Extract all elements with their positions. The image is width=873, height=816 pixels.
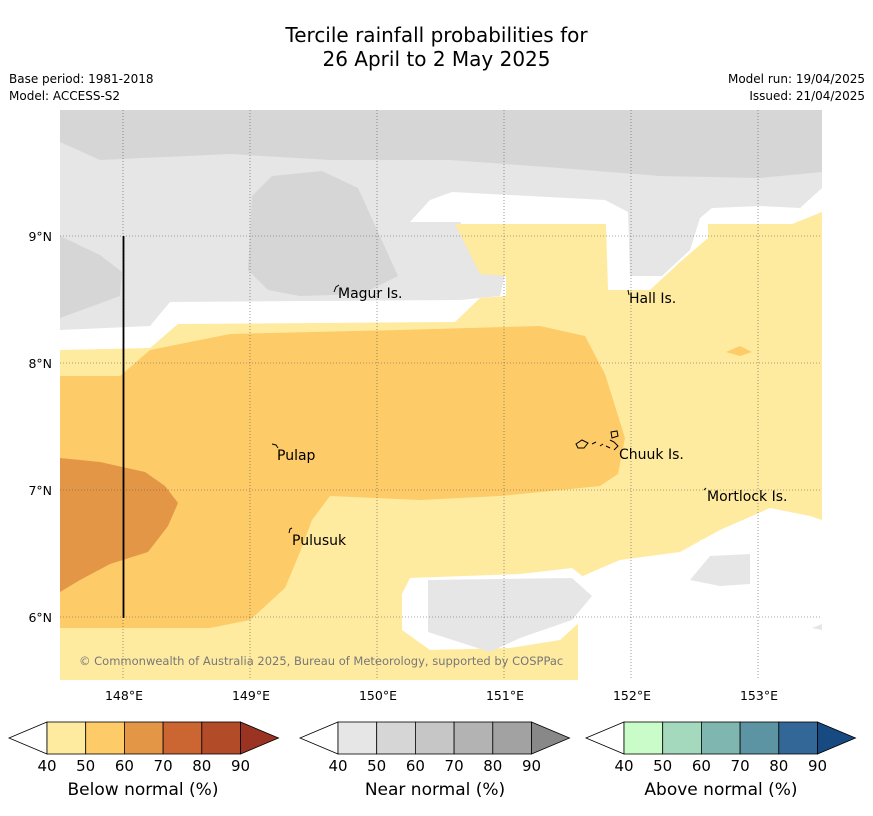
legend-title-near-normal: Near normal (%) <box>364 780 506 800</box>
lat-label: 7°N <box>28 483 52 498</box>
colorbar-near-normal: 40 50 60 70 80 90 <box>298 721 571 775</box>
lat-label: 6°N <box>28 610 52 625</box>
model-run-date: Model run: 19/04/2025 <box>727 72 865 86</box>
place-label-hall: Hall Is. <box>629 291 676 307</box>
map-grid <box>60 110 822 680</box>
hall-island-outline <box>627 289 630 296</box>
colorbar-segment <box>201 721 241 755</box>
colorbar-segment <box>662 721 702 755</box>
colorbar-tick-label: 90 <box>231 757 250 775</box>
colorbar-segment <box>124 721 164 755</box>
colorbar-tick-label: 60 <box>115 757 134 775</box>
colorbar-segment <box>162 721 203 755</box>
legend-colorbars: 40 50 60 70 80 90 40 50 60 70 80 90 40 50 60 70 80 90 <box>7 721 857 775</box>
lon-label: 151°E <box>486 688 524 703</box>
lon-label: 149°E <box>232 688 270 703</box>
pulusuk-island-outline <box>288 527 293 534</box>
magur-island-outline <box>333 284 340 293</box>
colorbar-tick-label: 80 <box>192 757 211 775</box>
colorbar-tick-label: 50 <box>76 757 95 775</box>
chuuk-islands-outline <box>575 430 619 451</box>
colorbar-tick-label: 40 <box>37 757 56 775</box>
colorbar-segment <box>376 721 416 755</box>
model-name: Model: ACCESS-S2 <box>9 89 121 103</box>
lon-label: 150°E <box>359 688 397 703</box>
colorbar-tick-label: 90 <box>808 757 827 775</box>
colorbar-segment <box>778 721 818 755</box>
lat-label: 8°N <box>28 356 52 371</box>
place-label-magur: Magur Is. <box>338 286 403 302</box>
colorbar-segment <box>46 721 87 755</box>
map-area[interactable]: Magur Is. Hall Is. Pulap Chuuk Is. Mortl… <box>60 110 822 680</box>
colorbar-arrow-high <box>531 721 571 755</box>
pulap-island-outline <box>271 443 279 449</box>
colorbar-above-normal: 40 50 60 70 80 90 <box>584 721 857 775</box>
colorbar-tick-label: 70 <box>445 757 464 775</box>
lat-label: 9°N <box>28 229 52 244</box>
island-outlines <box>271 284 707 534</box>
colorbar-tick-label: 60 <box>406 757 425 775</box>
colorbar-arrow-low <box>7 721 48 755</box>
legend-title-below-normal: Below normal (%) <box>67 780 219 800</box>
near-normal-40-50-patch-edge <box>812 624 822 630</box>
near-normal-50-60-region-west <box>60 236 122 318</box>
colorbar-segment <box>739 721 780 755</box>
near-normal-40-50-patch-south <box>428 578 592 652</box>
below-normal-60-70-region <box>60 458 178 592</box>
below-normal-50-60-region <box>60 326 625 628</box>
place-label-pulusuk: Pulusuk <box>292 533 347 549</box>
colorbar-tick-label: 80 <box>483 757 502 775</box>
lon-label: 153°E <box>740 688 778 703</box>
colorbar-below-normal: 40 50 60 70 80 90 <box>7 721 280 775</box>
colorbar-tick-label: 40 <box>614 757 633 775</box>
copyright-notice: © Commonwealth of Australia 2025, Bureau… <box>79 654 563 668</box>
legend-title-above-normal: Above normal (%) <box>644 780 798 800</box>
below-normal-50-60-patch-east <box>726 346 752 356</box>
mortlock-island-outline <box>703 487 707 491</box>
near-normal-50-60-region-central <box>248 171 398 296</box>
colorbar-segment <box>414 721 455 755</box>
colorbar-arrow-high <box>240 721 280 755</box>
colorbar-segment <box>492 721 532 755</box>
colorbar-arrow-low <box>584 721 625 755</box>
colorbar-tick-label: 70 <box>154 757 173 775</box>
lon-label: 148°E <box>105 688 143 703</box>
latitude-labels: 9°N 8°N 7°N 6°N <box>28 229 52 625</box>
colorbar-arrow-high <box>817 721 857 755</box>
colorbar-tick-label: 40 <box>328 757 347 775</box>
map-title-line1: Tercile rainfall probabilities for <box>285 23 588 47</box>
near-normal-50-60-region-north <box>60 110 822 178</box>
colorbar-tick-label: 70 <box>731 757 750 775</box>
base-period: Base period: 1981-2018 <box>9 72 154 86</box>
issued-date: Issued: 21/04/2025 <box>749 89 865 103</box>
colorbar-arrow-low <box>298 721 339 755</box>
colorbar-segment <box>623 721 664 755</box>
colorbar-tick-label: 50 <box>653 757 672 775</box>
colorbar-tick-label: 80 <box>769 757 788 775</box>
colorbar-segment <box>337 721 378 755</box>
place-label-pulap: Pulap <box>277 448 316 464</box>
colorbar-tick-label: 90 <box>522 757 541 775</box>
map-title-line2: 26 April to 2 May 2025 <box>322 47 551 71</box>
colorbar-segment <box>701 721 741 755</box>
colorbar-segment <box>453 721 494 755</box>
place-label-chuuk: Chuuk Is. <box>619 447 684 463</box>
place-label-mortlock: Mortlock Is. <box>707 489 787 505</box>
lon-label: 152°E <box>613 688 651 703</box>
longitude-labels: 148°E 149°E 150°E 151°E 152°E 153°E <box>105 688 778 703</box>
colorbar-tick-label: 50 <box>367 757 386 775</box>
near-normal-40-50-patch-southeast <box>690 554 750 586</box>
colorbar-tick-label: 60 <box>692 757 711 775</box>
colorbar-segment <box>85 721 125 755</box>
